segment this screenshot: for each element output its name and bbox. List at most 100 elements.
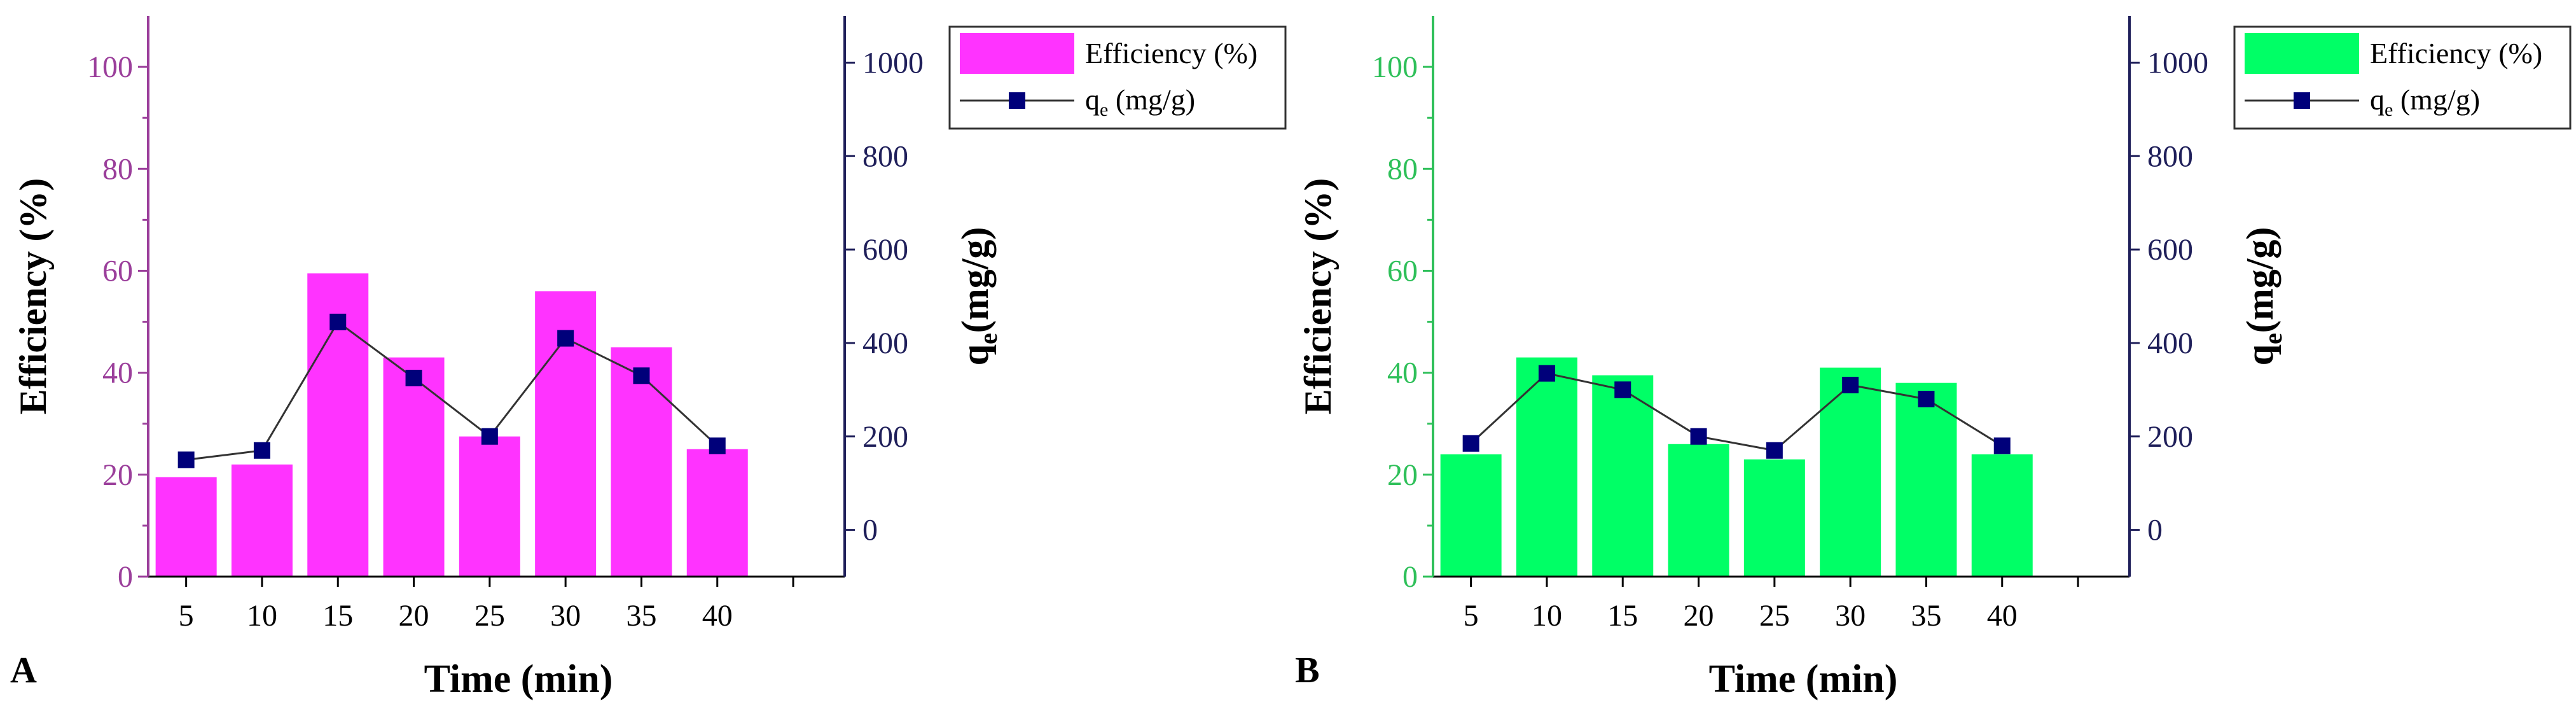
panel-b: 5 10 15 20 25 30 35 400204060801000200400600800… [1295,16,2572,701]
right-y-tick-label: 400 [862,326,908,360]
left-y-tick-label: 0 [1402,560,1418,594]
qe-series-line [186,320,718,461]
bar-20 [1668,444,1729,577]
left-y-tick-label: 40 [1387,356,1418,390]
bar-25 [1743,459,1805,577]
y2-title-sub: e [974,333,1002,344]
qe-point-10 [253,442,270,459]
y2-title-unit: (mg/g) [954,227,996,333]
right-y-tick-label: 1000 [862,46,924,80]
right-y-tick-label: 600 [2147,233,2193,267]
right-y-tick-label: 200 [2147,420,2193,454]
qe-point-35 [1918,391,1935,408]
right-y-tick-label: 400 [2147,326,2193,360]
x-tick-label: 40 [1987,599,2018,633]
x-tick-label: 5 [1464,599,1479,633]
x-tick-label: 25 [1759,599,1790,633]
x-tick-label: 20 [1684,599,1714,633]
x-tick-label: 30 [1835,599,1866,633]
qe-point-35 [633,367,650,384]
qe-point-20 [1690,428,1707,445]
y2-axis-title: qe(mg/g) [954,227,1002,366]
right-y-tick-label: 800 [862,139,908,173]
legend-line-sub: e [2385,99,2393,120]
bar-15 [1592,375,1654,577]
panel-letter: B [1295,649,1320,691]
bar-5 [155,477,217,577]
x-tick-label: 10 [247,599,277,633]
right-y-tick-label: 600 [862,233,908,267]
legend-bar-swatch [960,33,1074,74]
left-y-tick-label: 80 [102,152,133,186]
left-y-tick-label: 100 [87,50,133,84]
left-y-tick-label: 20 [102,458,133,492]
bar-10 [231,464,293,577]
bar-35 [611,347,672,577]
x-tick-label: 35 [1911,599,1941,633]
qe-point-5 [177,451,195,468]
qe-point-15 [1614,381,1631,398]
left-y-tick-label: 80 [1387,152,1418,186]
qe-point-15 [329,313,347,330]
legend-line-sub: e [1100,99,1108,120]
x-tick-label: 35 [626,599,656,633]
bar-30 [1820,367,1881,577]
left-y-tick-label: 60 [1387,254,1418,288]
x-tick-label: 15 [1607,599,1638,633]
right-y-tick-label: 800 [2147,139,2193,173]
x-tick-label: 15 [322,599,353,633]
left-y-tick-label: 60 [102,254,133,288]
qe-point-20 [405,369,422,386]
x-tick-label: 5 [179,599,194,633]
right-y-tick-label: 0 [2147,514,2163,547]
panel-letter: A [10,649,37,691]
qe-series-line [1470,372,2003,452]
panel-a: 5 10 15 20 25 30 35 400204060801000200400600800… [10,16,1287,701]
legend-line-label: qe (mg/g) [2370,83,2480,120]
x-tick-label: 10 [1532,599,1562,633]
x-axis-title: Time (min) [1709,657,1898,701]
left-y-tick-label: 0 [118,560,133,594]
legend-line-unit: (mg/g) [1108,83,1195,116]
qe-point-40 [709,437,726,454]
legend-marker-swatch [1009,92,1025,109]
y2-title-main: q [954,344,996,365]
legend-line-main: q [1085,83,1100,116]
qe-point-5 [1462,435,1479,452]
bar-5 [1440,454,1502,577]
qe-point-10 [1538,365,1555,382]
qe-point-30 [557,330,574,347]
x-tick-label: 30 [550,599,581,633]
bar-40 [1971,454,2033,577]
qe-point-40 [1993,437,2011,454]
bar-20 [383,357,445,577]
y2-title-sub: e [2259,333,2287,344]
legend-bar-label: Efficiency (%) [1085,37,1257,69]
right-y-tick-label: 1000 [2147,46,2208,80]
legend-line-unit: (mg/g) [2393,83,2480,116]
bar-10 [1516,357,1577,577]
y-axis-title: Efficiency (%) [1297,178,1339,415]
right-y-tick-label: 0 [862,514,878,547]
left-y-tick-label: 100 [1372,50,1418,84]
legend-marker-swatch [2294,92,2310,109]
x-tick-label: 20 [399,599,429,633]
y2-title-main: q [2239,344,2281,365]
x-tick-label: 25 [474,599,505,633]
y-axis-title: Efficiency (%) [12,178,54,415]
legend-bar-label: Efficiency (%) [2370,37,2542,69]
x-tick-label: 40 [702,599,733,633]
left-y-tick-label: 40 [102,356,133,390]
bar-35 [1895,383,1957,577]
right-y-tick-label: 200 [862,420,908,454]
bar-25 [459,436,520,577]
qe-point-30 [1842,376,1859,393]
legend-bar-swatch [2245,33,2359,74]
y2-title-unit: (mg/g) [2239,227,2281,333]
x-axis-title: Time (min) [424,657,613,701]
legend-line-label: qe (mg/g) [1085,83,1195,120]
qe-point-25 [481,428,498,445]
qe-point-25 [1766,442,1783,459]
bar-40 [686,449,748,577]
